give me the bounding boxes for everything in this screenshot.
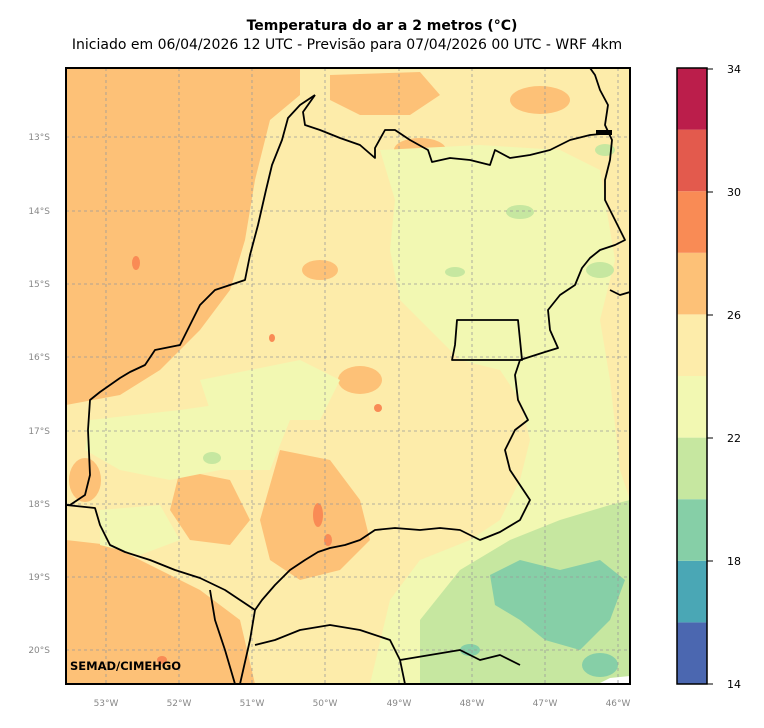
latitude-labels: 13°S 14°S 15°S 16°S 17°S 18°S 19°S 20°S [28,133,50,656]
border-detail [596,130,612,135]
longitude-labels: 53°W 52°W 51°W 50°W 49°W 48°W 47°W 46°W [94,699,631,709]
hot-spots [132,256,382,664]
map-subtitle: Iniciado em 06/04/2026 12 UTC - Previsão… [71,37,623,53]
lon-label: 52°W [167,699,192,709]
colorbar-bin [677,437,707,500]
lat-label: 20°S [28,646,50,656]
lat-label: 13°S [28,133,50,143]
colorbar-labels: 34 30 26 22 18 14 [727,63,741,691]
lat-label: 15°S [28,280,50,290]
lat-label: 14°S [28,207,50,217]
colorbar-tick-label: 26 [727,309,741,322]
colorbar-tick-label: 22 [727,432,741,445]
colorbar-frame [676,67,708,685]
colorbar-bin [677,560,707,623]
colorbar-tick-label: 14 [727,678,741,691]
graticule [66,68,630,684]
lon-label: 51°W [240,699,265,709]
lon-label: 50°W [313,699,338,709]
lat-label: 19°S [28,573,50,583]
map-title: Temperatura do ar a 2 metros (°C) [246,18,518,34]
credit-label: SEMAD/CIMEHGO [70,659,181,673]
colorbar [677,68,707,684]
lat-label: 18°S [28,500,50,510]
state-borders [66,68,630,684]
lon-label: 47°W [533,699,558,709]
colorbar-bin [677,252,707,315]
colorbar-bin [677,622,707,684]
colorbar-bin [677,314,707,376]
colorbar-bin [677,499,707,561]
colorbar-tick-label: 34 [727,63,741,76]
lon-label: 46°W [606,699,631,709]
colorbar-bin [677,129,707,192]
lon-label: 49°W [387,699,412,709]
colorbar-ticks [707,68,713,685]
warm-zones [66,68,570,684]
map-frame [65,67,631,685]
lat-label: 16°S [28,353,50,363]
lat-label: 17°S [28,427,50,437]
colorbar-bin [677,191,707,253]
colorbar-tick-label: 18 [727,555,741,568]
colorbar-tick-label: 30 [727,186,741,199]
colorbar-bin [677,376,707,438]
colorbar-bin [677,68,707,130]
coolest-zones [460,560,625,677]
lon-label: 48°W [460,699,485,709]
lon-label: 53°W [94,699,119,709]
temperature-field: SEMAD/CIMEHGO [66,68,630,684]
